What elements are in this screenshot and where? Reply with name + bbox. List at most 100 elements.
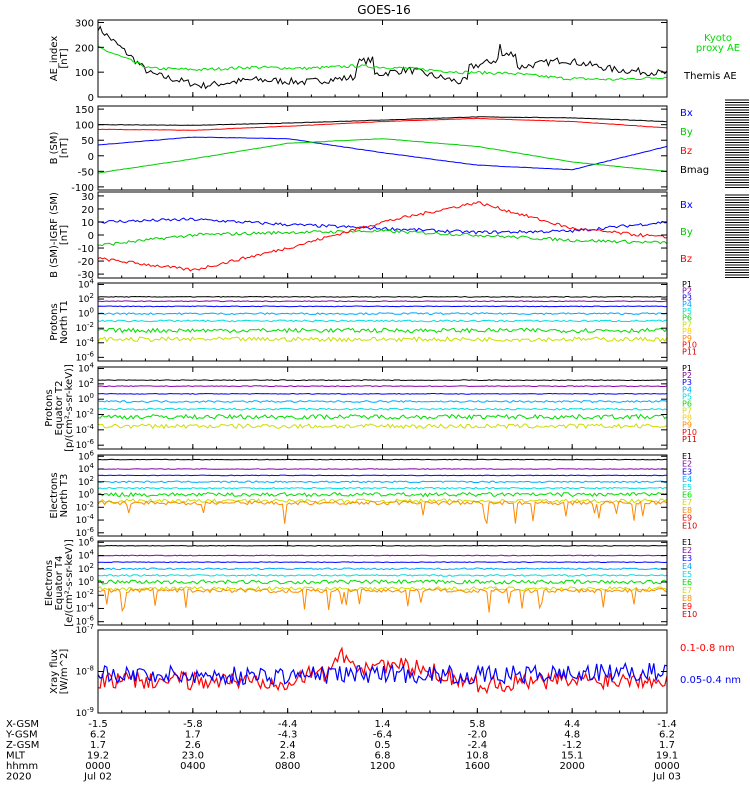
panel-2-series: [98, 116, 667, 174]
series-bx: [98, 136, 667, 171]
footer-cell: 1600: [465, 761, 490, 772]
panel-3-series: [98, 201, 667, 272]
legend-item: 0.05-0.4 nm: [680, 675, 741, 686]
footer-row-label: X-GSM: [6, 719, 39, 730]
panel-8: 10-7 10-8 10-9 Xray flux [W/m^2] 0.1-0.8 nm 0.…: [49, 623, 741, 719]
legend-item: Kyoto: [704, 33, 732, 44]
legend-item: E3: [682, 554, 692, 563]
y-tick-label: 10-4: [76, 423, 95, 436]
legend-item: E4: [682, 475, 692, 484]
legend-item: E4: [682, 562, 692, 571]
legend-item: P1: [682, 280, 692, 289]
series-bz: [98, 117, 667, 131]
series-0-1-0-8-nm: [98, 646, 667, 695]
legend-item: P5: [682, 307, 692, 316]
legend-item: E6: [682, 491, 692, 500]
panel-5: 104 102 100 10-2 10-4 10-6 Protons Equator T2 [p…: [44, 362, 697, 452]
y-tick-label: 106: [78, 535, 94, 548]
legend-item: E2: [682, 460, 692, 469]
legend-item: P2: [682, 287, 692, 296]
footer-cell: 1.4: [375, 719, 391, 730]
chart-title: GOES-16: [357, 3, 411, 17]
y-tick-label: -50: [78, 167, 94, 178]
y-tick-label: 100: [78, 307, 94, 320]
series-p6: [98, 327, 667, 334]
y-tick-label: 150: [75, 105, 94, 116]
legend-item: Bx: [680, 108, 693, 119]
legend-item: P3: [682, 293, 692, 302]
footer-cell: 2.6: [185, 740, 201, 751]
y-tick-label: 10-2: [76, 500, 94, 513]
y-axis-label: North T1: [59, 300, 70, 344]
footer-cell: -6.4: [373, 730, 393, 741]
legend-item: P8: [682, 414, 692, 423]
y-tick-label: 106: [78, 449, 94, 462]
y-axis-label: B (SM)-IGRF (SM): [49, 192, 60, 278]
y-tick-label: 100: [78, 575, 94, 588]
panel-4-frame: [97, 282, 668, 362]
legend-item: By: [680, 227, 693, 238]
footer-ephemeris: X-GSMY-GSMZ-GSMMLThhmm2020-1.56.21.719.2…: [5, 719, 681, 783]
footer-cell: 4.8: [564, 730, 580, 741]
y-tick-label: 50: [81, 136, 94, 147]
legend-item: E8: [682, 594, 692, 603]
legend-item: E1: [682, 538, 692, 547]
y-axis-label: B (SM): [49, 131, 60, 164]
y-axis-label: Protons: [49, 303, 60, 340]
legend-item: E7: [682, 498, 692, 507]
series-e5: [98, 486, 667, 490]
y-axis-label: [W/m^2]: [59, 649, 70, 695]
y-tick-label: 10-2: [76, 408, 94, 421]
footer-cell: -2.4: [468, 740, 488, 751]
footer-cell: 19.1: [656, 751, 678, 762]
y-tick-label: 104: [78, 277, 94, 290]
legend-item: P4: [682, 300, 692, 309]
legend-item: Themis AE: [683, 71, 737, 82]
legend-item: E3: [682, 467, 692, 476]
footer-cell: -5.8: [183, 719, 203, 730]
footer-cell: Jul 02: [83, 772, 112, 783]
panel-4-series: [98, 295, 667, 343]
legend-item: P11: [682, 347, 697, 356]
legend-item: E5: [682, 483, 692, 492]
footer-cell: 1.7: [659, 740, 675, 751]
y-axis-label: Equator T4: [54, 556, 65, 611]
footer-cell: 2.8: [280, 751, 296, 762]
y-tick-label: 0: [88, 231, 94, 242]
series-themis-ae: [98, 25, 667, 90]
y-axis-label: [p/(cm²-s-sr-keV)]: [64, 364, 75, 452]
legend-item: Bx: [680, 200, 693, 211]
footer-cell: 15.1: [561, 751, 583, 762]
footer-cell: 10.8: [466, 751, 488, 762]
footer-row-label: Z-GSM: [6, 740, 39, 751]
series-e3: [98, 561, 667, 564]
y-tick-label: 10-6: [76, 350, 95, 363]
y-tick-label: 102: [78, 377, 94, 390]
legend-item: P11: [682, 435, 697, 444]
series-p5: [98, 319, 667, 323]
footer-cell: -1.2: [562, 740, 582, 751]
legend-item: E10: [682, 610, 697, 619]
y-tick-label: 100: [78, 488, 94, 501]
footer-cell: Jul 03: [652, 772, 681, 783]
series-p3: [98, 392, 667, 395]
legend-item: E6: [682, 578, 692, 587]
series-p2: [98, 385, 667, 388]
panel-7-series: [98, 544, 667, 613]
y-tick-label: 102: [78, 475, 94, 488]
footer-cell: 6.2: [90, 730, 106, 741]
legend-item: E7: [682, 586, 692, 595]
legend-item: P4: [682, 385, 692, 394]
series-0-05-0-4-nm: [98, 661, 667, 687]
legend-item: proxy AE: [696, 43, 740, 54]
series-p1: [98, 295, 667, 298]
legend-item: P5: [682, 392, 692, 401]
legend-item: P2: [682, 371, 692, 380]
footer-row-label: 2020: [6, 772, 31, 783]
panel-2: 150 100 50 0 -50 -100 B (SM) [nT] Bx By Bz Bmag: [49, 105, 709, 194]
footer-cell: -4.4: [278, 719, 298, 730]
legend-item: P8: [682, 327, 692, 336]
